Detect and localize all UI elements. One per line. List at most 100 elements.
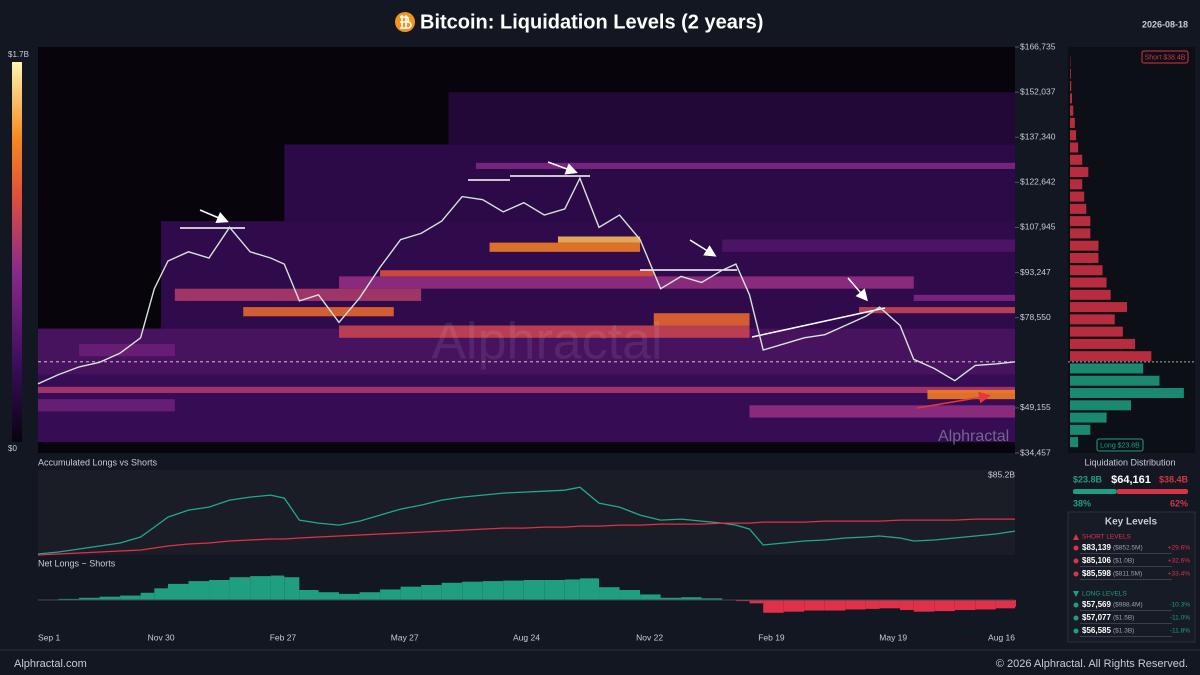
- net-bar: [564, 579, 580, 600]
- net-bar: [58, 598, 80, 600]
- net-bar: [318, 592, 340, 600]
- net-bar: [934, 600, 955, 612]
- net-bar: [299, 590, 319, 600]
- footer-right: © 2026 Alphractal. All Rights Reserved.: [996, 658, 1188, 670]
- share-bar: [1073, 489, 1117, 494]
- heat-band: [339, 276, 914, 289]
- heat-band: [475, 162, 1015, 169]
- long-tag: Long $23.8B: [1100, 442, 1140, 449]
- heat-band: [380, 270, 654, 277]
- level-dot: [1073, 615, 1079, 621]
- share-bar: [1116, 489, 1188, 494]
- level-price: $85,106: [1082, 556, 1111, 565]
- dist-bar: [1070, 400, 1131, 411]
- x-tick-label: Feb 27: [270, 632, 297, 642]
- x-tick-label: Nov 30: [148, 632, 175, 642]
- dist-bar: [1070, 167, 1089, 178]
- x-tick-label: May 27: [391, 632, 419, 642]
- net-bar: [188, 581, 210, 600]
- heat-band: [653, 313, 750, 326]
- net-bar: [824, 600, 846, 611]
- short-tag: Short $38.4B: [1145, 54, 1186, 61]
- net-bar: [421, 585, 442, 600]
- level-pct: +29.6%: [1168, 545, 1190, 552]
- dist-bar: [1070, 265, 1103, 276]
- level-amount: ($1.5B): [1113, 615, 1134, 622]
- heat-band: [913, 294, 1015, 301]
- dist-bar: [1070, 179, 1083, 190]
- watermark: Alphractal: [431, 313, 662, 371]
- net-bar: [579, 578, 600, 600]
- net-bar: [380, 589, 401, 600]
- x-tick-label: Aug 24: [513, 632, 540, 642]
- dist-bar: [1070, 314, 1115, 325]
- net-bar: [701, 598, 723, 600]
- dist-bar: [1070, 351, 1152, 362]
- series-line: [37, 518, 1015, 556]
- heat-band: [722, 239, 1015, 252]
- net-bar: [900, 600, 914, 610]
- net-bar: [660, 597, 682, 600]
- dist-bar: [1070, 117, 1075, 128]
- y-tick-label: $107,945: [1020, 222, 1056, 232]
- share-label: 62%: [1170, 498, 1188, 508]
- dist-bar: [1070, 424, 1091, 435]
- x-tick-label: May 19: [879, 632, 907, 642]
- dist-bar: [1070, 412, 1107, 423]
- tag-box: [1096, 438, 1144, 452]
- level-amount: ($1.0B): [1113, 558, 1134, 565]
- net-bar: [845, 600, 866, 610]
- net-bar: [140, 592, 155, 600]
- level-pct: +33.4%: [1168, 571, 1190, 578]
- level-amount: ($852.5M): [1113, 545, 1143, 552]
- net-bar: [523, 580, 545, 600]
- group-icon: [1073, 591, 1079, 597]
- y-tick-label: $85.2B: [988, 469, 1015, 479]
- bitcoin-glyph: [400, 15, 412, 29]
- net-bar: [482, 581, 504, 600]
- net-bar: [735, 600, 750, 602]
- price-label: $64,161: [1111, 474, 1151, 486]
- level-amount: ($988.4M): [1113, 602, 1143, 609]
- heat-band: [489, 242, 641, 252]
- colorbar-label: $1.7B: [8, 50, 29, 59]
- heat-band: [859, 307, 1015, 314]
- net-bar: [599, 587, 620, 600]
- net-bar: [975, 600, 996, 610]
- net-bar: [339, 593, 360, 600]
- group-label: LONG LEVELS: [1082, 591, 1127, 598]
- x-tick-label: Aug 16: [988, 632, 1015, 642]
- net-bar: [270, 575, 285, 600]
- x-tick-label: Sep 1: [38, 632, 60, 642]
- dist-bar: [1070, 302, 1127, 313]
- dist-bar: [1070, 252, 1099, 263]
- dist-bar: [1070, 363, 1144, 374]
- key-levels-box: [1067, 511, 1196, 643]
- watermark-small: Alphractal: [938, 428, 1009, 445]
- level-pct: -11.8%: [1170, 628, 1190, 635]
- y-tick-label: $122,642: [1020, 177, 1056, 187]
- heat-band: [448, 92, 1015, 145]
- share-label: 38%: [1073, 498, 1091, 508]
- heat-band: [79, 343, 175, 357]
- y-tick-label: $166,735: [1020, 41, 1056, 51]
- net-bar: [913, 600, 935, 612]
- level-dot: [1073, 558, 1079, 564]
- net-bar: [284, 577, 300, 600]
- accum-bg: [38, 470, 1015, 555]
- level-pct: +32.6%: [1168, 558, 1190, 565]
- series-line: [37, 486, 1016, 555]
- dist-bar: [1070, 326, 1123, 337]
- dist-bar: [1070, 388, 1184, 399]
- heat-band: [557, 236, 641, 243]
- dist-bar: [1070, 105, 1074, 116]
- net-bar: [954, 600, 976, 610]
- net-bar: [640, 594, 661, 600]
- net-bar: [503, 580, 524, 600]
- net-bar: [749, 600, 764, 604]
- net-bar: [359, 592, 381, 600]
- net-bar: [681, 597, 702, 600]
- dist-bar: [1070, 81, 1072, 92]
- net-bar: [79, 597, 100, 600]
- net-bar: [209, 580, 230, 600]
